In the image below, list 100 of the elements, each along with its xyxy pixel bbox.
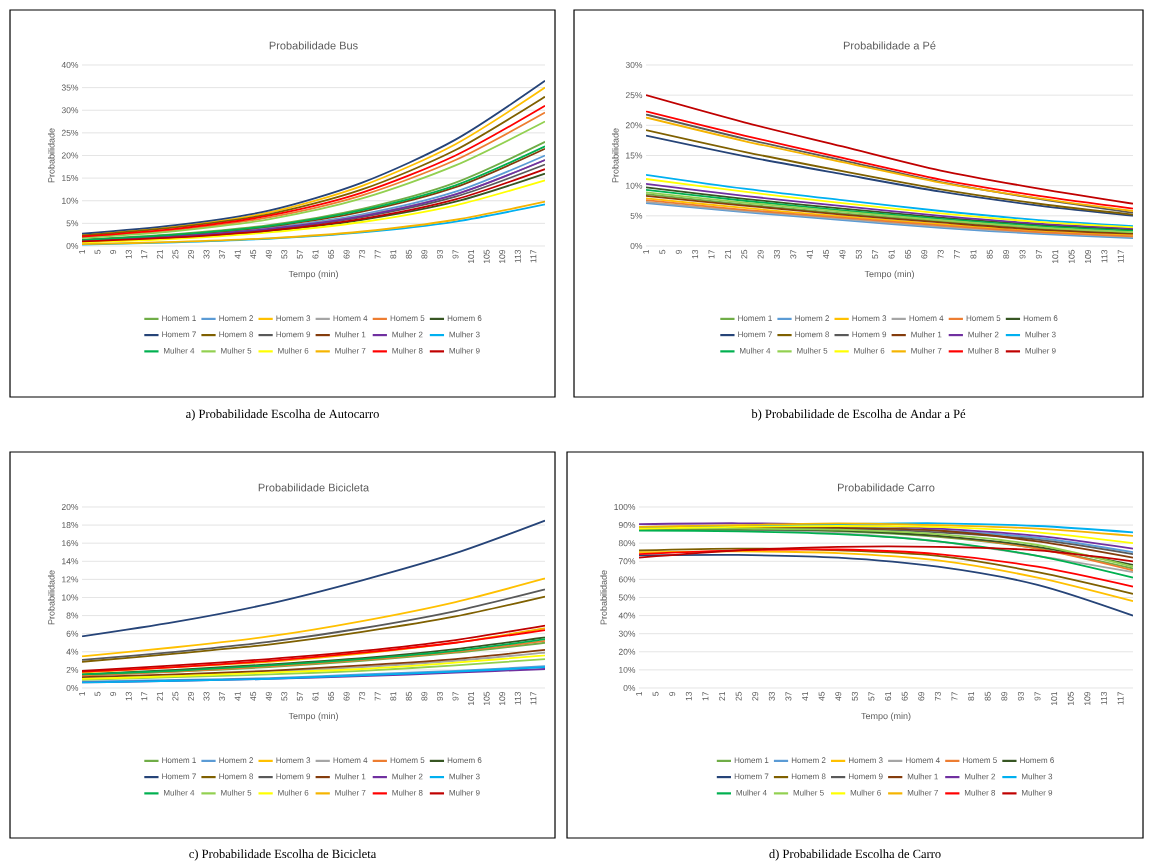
x-tick-label: 13 [692, 249, 699, 259]
x-tick-label: 65 [328, 691, 335, 701]
x-tick-label: 113 [514, 249, 521, 263]
x-tick-label: 29 [187, 249, 194, 259]
x-tick-label: 69 [921, 249, 928, 259]
legend-label: Homem 7 [162, 331, 196, 338]
y-tick-label: 30% [625, 61, 643, 68]
legend-label: Homem 1 [162, 315, 196, 321]
legend-label: Homem 6 [447, 315, 482, 322]
x-tick-label: 109 [499, 691, 506, 706]
legend-label: Mulher 2 [968, 331, 999, 338]
y-tick-label: 10% [626, 182, 643, 189]
x-tick-label: 17 [141, 249, 148, 259]
x-tick-label: 57 [296, 249, 303, 259]
x-tick-label: 81 [970, 249, 977, 259]
y-tick-label: 35% [61, 84, 79, 91]
x-tick-label: 29 [187, 691, 194, 701]
line-series [82, 577, 546, 658]
x-tick-label: 13 [685, 691, 692, 701]
text: a) Probabilidade Escolha de Autocarro [186, 409, 379, 421]
x-tick-label: 37 [219, 691, 226, 701]
y-tick-label: 90% [618, 522, 636, 529]
x-tick-label: 25 [172, 249, 179, 259]
y-tick-label: 4% [66, 648, 79, 655]
x-tick-label: 49 [839, 249, 846, 259]
x-tick-label: 113 [1100, 691, 1107, 705]
legend-label: Mulher 4 [736, 789, 767, 796]
legend-label: Mulher 8 [392, 789, 423, 796]
legend-label: Mulher 9 [1025, 347, 1056, 354]
x-tick-label: 33 [203, 249, 210, 259]
legend-label: Mulher 6 [850, 789, 881, 796]
x-tick-label: 69 [343, 691, 350, 701]
x-tick-label: 33 [773, 249, 780, 259]
legend-label: Mulher 2 [392, 773, 423, 780]
text: c) Probabilidade Escolha de Bicicleta [189, 849, 377, 861]
legend-label: Mulher 9 [449, 789, 480, 796]
x-tick-label: 93 [1017, 691, 1024, 701]
legend-label: Homem 8 [219, 773, 254, 780]
x-tick-label: 33 [203, 691, 210, 701]
y-tick-label: 15% [626, 152, 643, 159]
x-tick-label: 117 [530, 691, 537, 705]
legend-label: Mulher 2 [964, 773, 996, 780]
x-tick-label: 117 [1117, 691, 1124, 705]
x-tick-label: 53 [855, 249, 862, 259]
legend-label: Mulher 1 [907, 773, 938, 780]
y-tick-label: 0% [630, 242, 643, 249]
x-tick-label: 77 [954, 249, 960, 259]
x-tick-label: 9 [110, 691, 117, 696]
x-tick-label: 37 [790, 249, 797, 259]
x-tick-label: 29 [752, 691, 759, 701]
y-axis-title: Probabilidade [611, 128, 619, 183]
y-tick-label: 60% [618, 576, 636, 583]
legend-label: Mulher 7 [907, 789, 938, 796]
x-tick-label: 57 [296, 691, 303, 701]
legend-label: Mulher 6 [278, 347, 309, 354]
y-tick-label: 15% [62, 175, 79, 182]
x-axis-title: Tempo (min) [288, 712, 338, 721]
legend-label: Mulher 3 [449, 331, 480, 338]
y-tick-label: 6% [66, 630, 79, 637]
y-tick-label: 30% [618, 630, 636, 637]
legend-label: Homem 6 [447, 757, 482, 764]
x-tick-label: 81 [968, 691, 975, 701]
legend-label: Mulher 8 [968, 347, 999, 354]
x-tick-label: 1 [79, 691, 85, 696]
line-series [639, 545, 1134, 563]
legend-label: Mulher 3 [1022, 773, 1053, 780]
x-tick-label: 57 [868, 691, 875, 701]
x-tick-label: 105 [483, 249, 490, 264]
x-tick-label: 57 [872, 249, 879, 259]
text: b) Probabilidade de Escolha de Andar a Pé [751, 409, 966, 421]
x-tick-label: 85 [405, 249, 412, 259]
y-tick-label: 16% [62, 540, 79, 547]
x-tick-label: 77 [374, 249, 381, 259]
x-tick-label: 45 [823, 249, 830, 259]
x-tick-label: 109 [1084, 691, 1091, 706]
x-tick-label: 81 [390, 249, 397, 259]
x-tick-label: 85 [986, 249, 993, 259]
legend-label: Mulher 4 [740, 347, 771, 354]
legend-label: Mulher 2 [392, 331, 423, 338]
y-tick-label: 40% [618, 612, 636, 619]
x-tick-label: 33 [768, 691, 775, 701]
x-tick-label: 9 [669, 691, 676, 696]
y-axis-title: Probabilidade [600, 570, 607, 625]
legend-label: Homem 9 [276, 331, 311, 338]
x-tick-label: 45 [250, 691, 257, 701]
x-tick-label: 101 [468, 691, 475, 706]
x-tick-label: 25 [172, 691, 179, 701]
x-tick-label: 69 [343, 249, 350, 259]
legend-label: Homem 5 [963, 757, 997, 763]
x-tick-label: 53 [851, 691, 858, 701]
x-tick-label: 93 [436, 249, 443, 259]
x-tick-label: 77 [951, 691, 958, 701]
x-tick-label: 49 [835, 691, 842, 701]
x-tick-label: 97 [452, 691, 459, 701]
legend-label: Mulher 8 [964, 789, 996, 796]
y-tick-label: 100% [614, 503, 636, 510]
legend-label: Homem 3 [848, 757, 883, 764]
x-tick-label: 65 [901, 691, 908, 701]
x-tick-label: 17 [702, 691, 709, 701]
x-tick-label: 117 [1117, 249, 1124, 263]
